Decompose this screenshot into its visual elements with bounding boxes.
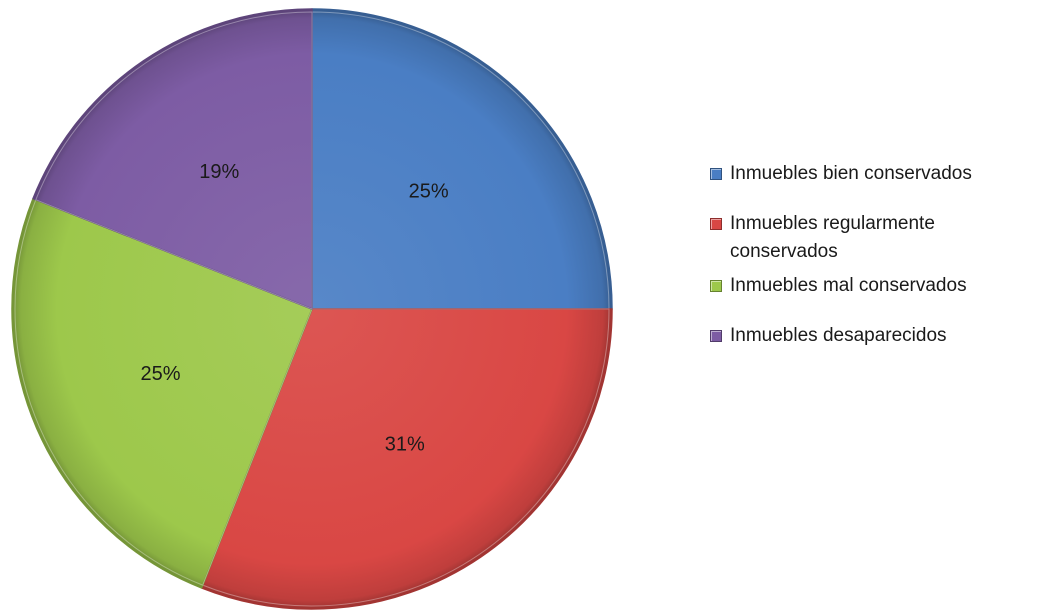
slice-desaparecidos (32, 8, 313, 310)
legend: Inmuebles bien conservados Inmuebles reg… (708, 160, 1038, 372)
legend-swatch-green (710, 280, 722, 292)
legend-swatch-purple (710, 330, 722, 342)
slice-desaparecidos-bevel (35, 11, 313, 310)
legend-label: Inmuebles mal conservados (730, 275, 967, 296)
data-label-bien-conservados: 25% (409, 181, 449, 203)
data-label-regularmente-conservados: 31% (385, 434, 425, 456)
data-labels-layer: 25% 31% 25% 19% (141, 161, 449, 456)
slice-regularmente-conservados-bevel (202, 308, 610, 607)
legend-swatch-blue (710, 168, 722, 180)
legend-label: Inmuebles bien conservados (730, 163, 972, 184)
slice-mal-conservados-bevel (14, 199, 313, 586)
legend-item-regularmente-conservados: Inmuebles regularmente conservados (708, 210, 1038, 266)
legend-item-mal-conservados: Inmuebles mal conservados (708, 272, 1038, 300)
slice-bien-conservados (311, 8, 613, 310)
data-label-desaparecidos: 19% (199, 161, 239, 183)
slice-regularmente-conservados (200, 308, 613, 610)
legend-label: Inmuebles regularmente conservados (730, 213, 935, 262)
legend-swatch-red (710, 218, 722, 230)
legend-label: Inmuebles desaparecidos (730, 325, 947, 346)
slices-layer (11, 8, 613, 610)
legend-item-bien-conservados: Inmuebles bien conservados (708, 160, 1038, 188)
data-label-mal-conservados: 25% (141, 363, 181, 385)
slice-bien-conservados-bevel (311, 11, 610, 310)
pie-plot-area: 25% 31% 25% 19% (11, 8, 613, 610)
slice-mal-conservados (11, 197, 313, 589)
legend-item-desaparecidos: Inmuebles desaparecidos (708, 322, 1038, 350)
